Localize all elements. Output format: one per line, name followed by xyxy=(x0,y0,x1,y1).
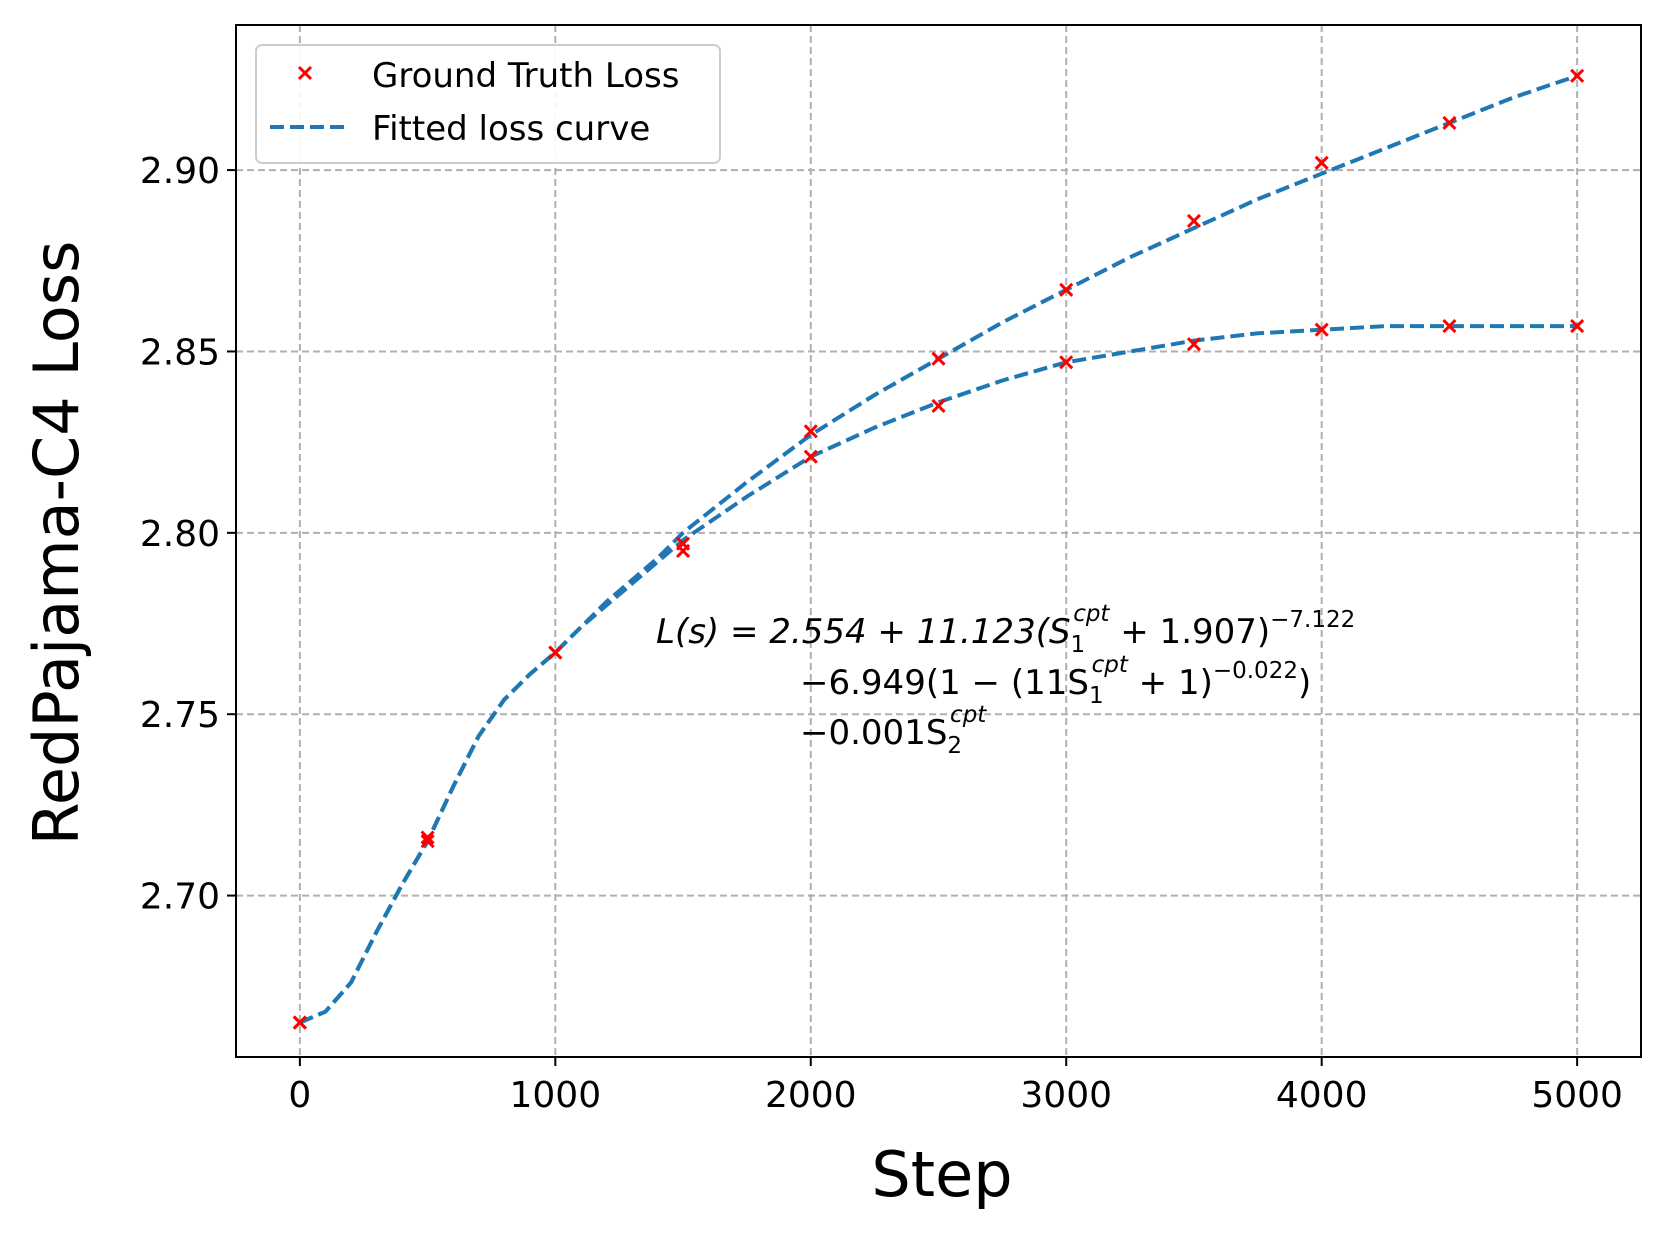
fitted-loss-curve xyxy=(299,73,1578,1025)
grid xyxy=(236,25,1641,1057)
y-tick-label: 2.90 xyxy=(140,151,220,192)
ground-truth-point xyxy=(675,543,691,559)
ground-truth-point xyxy=(1442,319,1457,334)
x-tick-label: 0 xyxy=(288,1075,311,1116)
ground-truth-point xyxy=(420,830,435,845)
ground-truth-markers xyxy=(292,68,1585,1030)
formula-line-3-pre: −0.001S xyxy=(800,713,947,753)
formula-line-2-pre: −6.949(1 − (11S xyxy=(800,663,1089,703)
fitted-loss-curve xyxy=(299,324,1578,1025)
ground-truth-point xyxy=(1186,337,1202,352)
axis-ticks: 0 1000 2000 3000 4000 5000 2.70 2.75 2.80 2.85 2.9… xyxy=(140,151,1623,1116)
formula-annotation: L(s) = 2.554 + 11.123(S1cpt + 1.907)−7.1… xyxy=(656,601,1355,759)
y-tick-label: 2.85 xyxy=(140,332,220,373)
legend-box xyxy=(255,44,721,164)
ground-truth-point xyxy=(1059,282,1074,297)
ground-truth-point xyxy=(292,1015,307,1030)
ground-truth-point xyxy=(1314,322,1329,337)
ground-truth-point xyxy=(1570,68,1585,83)
ground-truth-point xyxy=(931,351,946,366)
y-tick-label: 2.75 xyxy=(140,695,220,736)
formula-line-2-post: ) xyxy=(1298,663,1311,703)
formula-line-1-rest: + 1.907) xyxy=(1109,612,1270,652)
ground-truth-point xyxy=(931,398,946,413)
legend-marker-ground-truth xyxy=(297,65,313,81)
formula-line-1-lhs: L(s) = 2.554 + 11.123(S xyxy=(656,612,1071,652)
ground-truth-point xyxy=(1186,213,1202,228)
ground-truth-point xyxy=(1314,155,1329,170)
ground-truth-point xyxy=(548,645,563,660)
legend: Ground Truth Loss Fitted loss curve xyxy=(255,44,721,164)
formula-line-3-sub: 2 xyxy=(947,733,962,759)
fitted-curves xyxy=(299,73,1578,1025)
formula-line-3-sup: cpt xyxy=(950,702,987,728)
ground-truth-point xyxy=(1442,115,1457,131)
x-tick-label: 5000 xyxy=(1531,1075,1623,1116)
x-tick-label: 3000 xyxy=(1020,1075,1112,1116)
ground-truth-point xyxy=(1570,319,1585,334)
ground-truth-point xyxy=(1059,355,1074,370)
formula-line-2: −6.949(1 − (11S1 cpt + 1)−0.022) xyxy=(800,652,1311,709)
y-axis-label: RedPajama-C4 Loss xyxy=(20,241,93,846)
formula-line-2-exp: −0.022 xyxy=(1213,658,1298,684)
formula-line-1-sup: cpt xyxy=(1073,601,1110,627)
x-axis-label: Step xyxy=(871,1138,1012,1211)
formula-line-3: −0.001S2 cpt xyxy=(800,702,987,759)
legend-label-ground-truth: Ground Truth Loss xyxy=(372,56,679,96)
formula-line-2-rest: + 1) xyxy=(1128,663,1213,703)
x-tick-label: 4000 xyxy=(1276,1075,1368,1116)
formula-line-2-sup: cpt xyxy=(1092,652,1129,678)
y-tick-label: 2.80 xyxy=(140,514,220,555)
formula-line-1-exp: −7.122 xyxy=(1270,607,1355,633)
formula-line-1: L(s) = 2.554 + 11.123(S1 cpt + 1.907)−7.1… xyxy=(656,601,1355,658)
x-tick-label: 2000 xyxy=(765,1075,857,1116)
legend-label-fitted: Fitted loss curve xyxy=(372,109,650,149)
formula-line-2-sub: 1 xyxy=(1089,683,1104,709)
formula-line-1-sub: 1 xyxy=(1071,632,1086,658)
ground-truth-point xyxy=(803,449,818,464)
y-tick-label: 2.70 xyxy=(140,877,220,918)
plot-frame xyxy=(235,24,1642,1058)
ground-truth-point xyxy=(803,424,818,439)
ground-truth-point xyxy=(420,834,435,849)
x-tick-label: 1000 xyxy=(510,1075,602,1116)
